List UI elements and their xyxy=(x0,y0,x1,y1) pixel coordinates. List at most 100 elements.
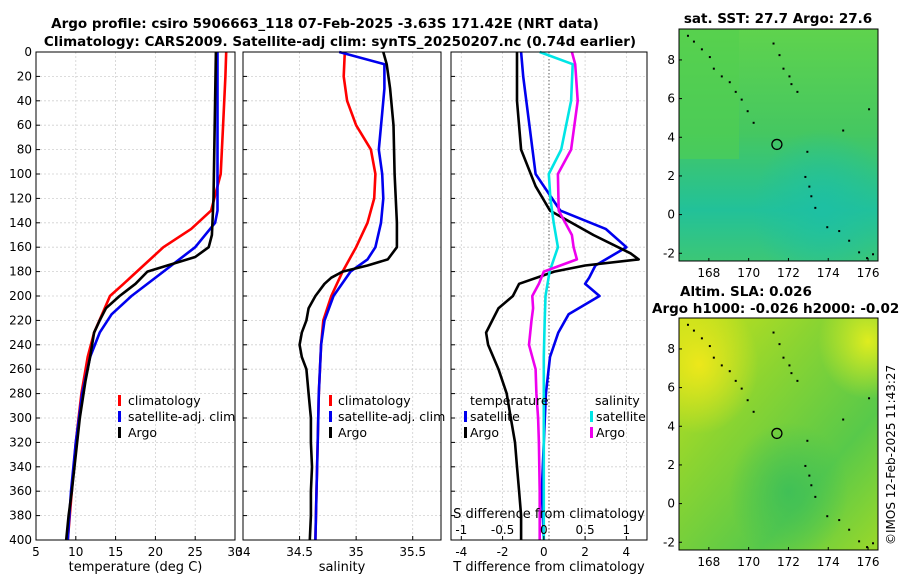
sst_map-lat-tick: 0 xyxy=(667,208,675,222)
sst_map-lat-tick: 4 xyxy=(667,130,675,144)
ytick-label: 220 xyxy=(9,313,32,327)
coastline-dot xyxy=(866,546,869,549)
coastline-dot xyxy=(728,81,731,84)
temperature-satellite-line xyxy=(519,51,628,541)
legend-t-argo: Argo xyxy=(470,425,499,440)
coastline-dot xyxy=(772,42,775,45)
coastline-dot xyxy=(692,329,695,332)
salinity-xtick-label: 35.5 xyxy=(399,545,426,559)
coastline-dot xyxy=(872,542,875,545)
ytick-label: 200 xyxy=(9,289,32,303)
salinity-satellite-adj-clim-line xyxy=(314,50,386,541)
sla_map-lat-tick: 0 xyxy=(667,497,675,511)
coastline-dot xyxy=(796,90,799,93)
argo-location-marker xyxy=(771,138,783,151)
salinity-argo-line xyxy=(527,51,580,540)
salinity-xtick-label: 34.5 xyxy=(286,545,313,559)
ytick-label: 280 xyxy=(9,387,32,401)
difference-legend: temperature salinity satellite Argo sate… xyxy=(464,393,646,440)
coastline-dot xyxy=(838,230,841,233)
ytick-label: 320 xyxy=(9,435,32,449)
coastline-dot xyxy=(814,495,817,498)
difference-xtick-label: -4 xyxy=(455,545,467,559)
temperature-xtick-label: 20 xyxy=(148,545,163,559)
sst_map-lat-tick: 2 xyxy=(667,169,675,183)
coastline-dot xyxy=(848,239,851,242)
sst-map: sat. SST: 27.7 Argo: 27.6 168 170 172 174 17… xyxy=(663,11,879,280)
ytick-label: 160 xyxy=(9,240,32,254)
legend-salinity-title: salinity xyxy=(595,393,640,408)
coastline-dot xyxy=(808,185,811,188)
ytick-label: 60 xyxy=(17,118,32,132)
salinity-argo-line xyxy=(298,51,399,541)
coastline-dot xyxy=(826,515,829,518)
ytick-label: 80 xyxy=(17,143,32,157)
sla_map-lat-tick: 4 xyxy=(667,419,675,433)
temperature-xtick-label: 5 xyxy=(32,545,40,559)
ytick-label: 40 xyxy=(17,94,32,108)
coastline-dot xyxy=(740,387,743,390)
ytick-label: 180 xyxy=(9,265,32,279)
coastline-dot xyxy=(826,226,829,229)
ytick-label: 20 xyxy=(17,69,32,83)
coastline-dot xyxy=(788,75,791,78)
coastline-dot xyxy=(788,364,791,367)
temperature-panel: 0 20 40 60 80 100 120 140 160 180 200 220 240 260 280 3… xyxy=(9,45,243,575)
coastline-dot xyxy=(804,175,807,178)
temperature-legend: climatology satellite-adj. clim Argo xyxy=(118,393,235,440)
coastline-dot xyxy=(868,108,871,111)
coastline-dot xyxy=(752,121,755,124)
coastline-dot xyxy=(686,34,689,37)
coastline-dot xyxy=(872,253,875,256)
legend-argo: Argo xyxy=(128,425,157,440)
coastline-dot xyxy=(782,356,785,359)
legend-satellite-adj: satellite-adj. clim xyxy=(128,409,235,424)
coastline-dot xyxy=(778,54,781,57)
salinity-panel: 34 34.5 35 35.5 salinity climatology satell… xyxy=(235,50,445,575)
difference-xtick-label: 0 xyxy=(540,545,548,559)
difference-xtick-label: 2 xyxy=(581,545,589,559)
coastline-dot xyxy=(814,206,817,209)
sst_map-lon-tick: 168 xyxy=(697,266,720,280)
coastline-dot xyxy=(868,397,871,400)
sst_map-lon-tick: 172 xyxy=(777,266,800,280)
ytick-label: 140 xyxy=(9,216,32,230)
coastline-dot xyxy=(734,379,737,382)
coastline-dot xyxy=(746,399,749,402)
sla_map-lon-tick: 172 xyxy=(777,555,800,569)
salinity-legend-climatology: climatology xyxy=(338,393,411,408)
coastline-dot xyxy=(866,257,869,260)
ytick-label: 260 xyxy=(9,362,32,376)
legend-temperature-title: temperature xyxy=(470,393,549,408)
temperature-xtick-label: 10 xyxy=(68,545,83,559)
coastline-dot xyxy=(740,98,743,101)
salinity-xtick-label: 35 xyxy=(349,545,364,559)
salinity-xlabel: salinity xyxy=(319,560,366,575)
sla_map-lat-tick: 6 xyxy=(667,381,675,395)
s-diff-tick-label: 0 xyxy=(540,523,548,537)
ytick-label: 340 xyxy=(9,460,32,474)
temperature-argo-line xyxy=(484,52,641,540)
coastline-dot xyxy=(708,345,711,348)
temperature-xtick-label: 30 xyxy=(227,545,242,559)
sla_map-lon-tick: 170 xyxy=(737,555,760,569)
coastline-dot xyxy=(700,337,703,340)
salinity-xtick-label: 34 xyxy=(235,545,250,559)
sla-map-title: Altim. SLA: 0.026 xyxy=(680,284,812,300)
ytick-label: 400 xyxy=(9,533,32,547)
coastline-dot xyxy=(700,48,703,51)
sla_map-lat-tick: 2 xyxy=(667,458,675,472)
coastline-dot xyxy=(728,370,731,373)
sla_map-lon-tick: 168 xyxy=(697,555,720,569)
coastline-dot xyxy=(810,195,813,198)
sst_map-lat-tick: 8 xyxy=(667,53,675,67)
coastline-dot xyxy=(842,418,845,421)
argo-location-marker-sla xyxy=(771,427,783,440)
legend-t-satellite: satellite xyxy=(470,409,520,424)
salinity-legend-satellite-adj: satellite-adj. clim xyxy=(338,409,445,424)
ytick-label: 120 xyxy=(9,191,32,205)
salinity-satellite-line xyxy=(539,50,575,540)
coastline-dot xyxy=(838,519,841,522)
sst_map-lat-tick: -2 xyxy=(663,246,675,260)
